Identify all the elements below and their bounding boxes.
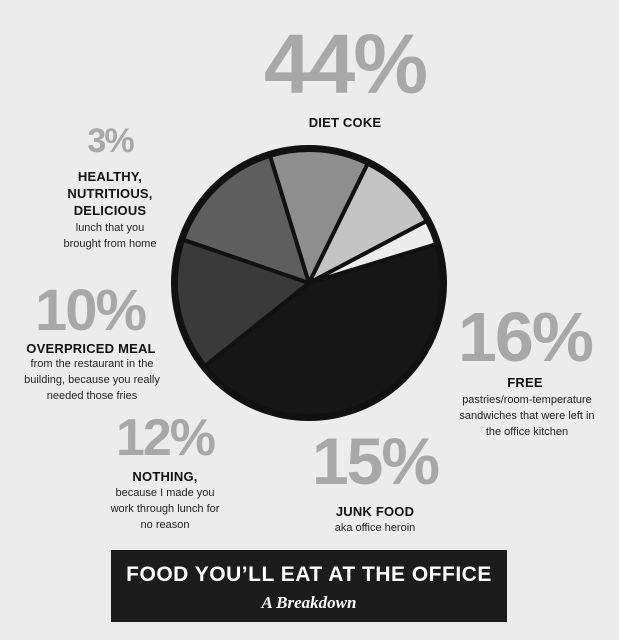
description-healthy-1: lunch that you [75, 222, 145, 234]
category-label-diet-coke: DIET COKE [308, 115, 382, 130]
description-free-2: sandwiches that were left in [459, 410, 595, 422]
description-overpriced-3: needed those fries [46, 390, 138, 402]
pie-slice-nothing [268, 148, 370, 285]
description-free-1: pastries/room-temperature [462, 394, 592, 406]
category-label-healthy-2: NUTRITIOUS, [67, 186, 153, 201]
pie-slice-healthy [307, 218, 439, 285]
category-label-nothing: NOTHING, [132, 469, 198, 484]
description-overpriced-1: from the restaurant in the [30, 358, 154, 370]
pie-slice-junk-food [181, 153, 311, 285]
title-banner: FOOD YOU’LL EAT AT THE OFFICE A Breakdow… [111, 550, 507, 622]
percent-label-healthy: 3% [87, 122, 134, 160]
description-overpriced-2: building, because you really [24, 374, 160, 386]
category-label-healthy-3: DELICIOUS [73, 203, 147, 218]
category-label-overpriced: OVERPRICED MEAL [26, 341, 156, 356]
percent-label-overpriced: 10% [34, 278, 147, 343]
description-junk-food: aka office heroin [334, 522, 416, 534]
description-nothing-1: because I made you [115, 487, 215, 499]
description-healthy-2: brought from home [63, 238, 157, 250]
description-free-3: the office kitchen [485, 426, 569, 438]
chart-title: FOOD YOU’LL EAT AT THE OFFICE [126, 563, 492, 586]
percent-label-diet-coke: 44% [263, 17, 428, 111]
percent-label-nothing: 12% [115, 409, 216, 467]
percent-label-junk-food: 15% [311, 424, 440, 498]
description-nothing-2: work through lunch for [110, 503, 220, 515]
percent-label-free: 16% [457, 298, 594, 376]
category-label-free: FREE [507, 375, 543, 390]
chart-subtitle: A Breakdown [261, 593, 357, 612]
pie-slice-free [174, 237, 311, 368]
category-label-healthy-1: HEALTHY, [77, 169, 143, 184]
category-label-junk-food: JUNK FOOD [335, 504, 415, 519]
description-nothing-3: no reason [140, 519, 190, 531]
pie-slice-diet-coke [203, 242, 444, 418]
